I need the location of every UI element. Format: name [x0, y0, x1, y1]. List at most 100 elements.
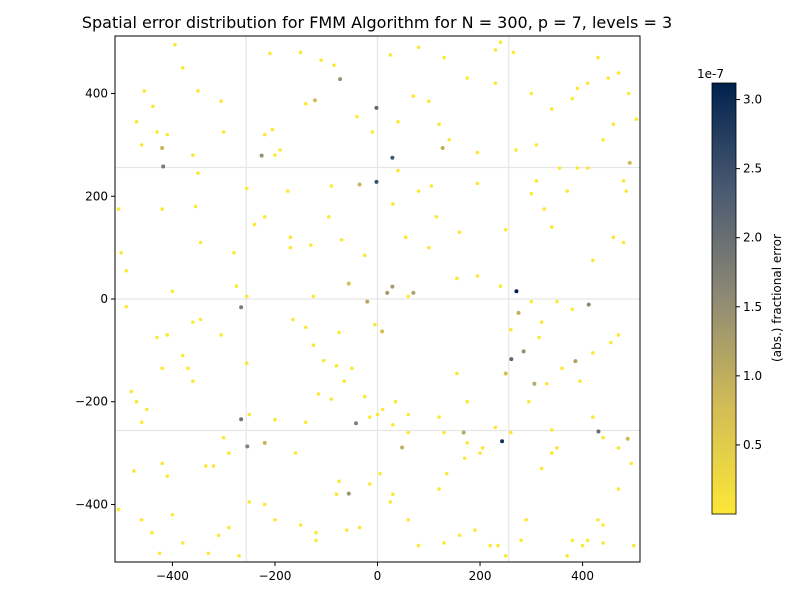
data-point	[338, 77, 343, 82]
data-point	[216, 533, 221, 538]
y-tick-label: −200	[75, 395, 108, 409]
data-point	[557, 166, 562, 170]
data-point	[560, 366, 564, 371]
data-point	[247, 412, 252, 417]
data-point	[186, 366, 190, 371]
data-point	[173, 42, 177, 47]
data-point	[629, 461, 634, 466]
data-point	[374, 105, 379, 110]
data-point	[511, 50, 516, 55]
data-point	[601, 137, 605, 142]
data-point	[298, 523, 303, 527]
data-point	[442, 541, 446, 545]
data-point	[196, 171, 200, 175]
data-point	[529, 299, 534, 304]
data-point	[608, 340, 613, 345]
data-point	[457, 533, 462, 538]
data-point	[498, 40, 503, 44]
data-point	[621, 240, 626, 245]
data-point	[591, 415, 595, 419]
data-point	[374, 179, 379, 184]
data-point	[396, 168, 400, 173]
data-point	[312, 98, 317, 103]
data-point	[565, 554, 569, 558]
data-point	[344, 528, 349, 532]
data-point	[262, 502, 267, 507]
data-point	[591, 351, 595, 355]
data-point	[496, 543, 500, 548]
data-point	[465, 76, 470, 80]
data-point	[337, 330, 341, 335]
colorbar-ticks: 0.5 1.0 1.5 2.0 2.5 3.0	[736, 93, 762, 452]
data-point	[627, 160, 632, 165]
data-point	[142, 89, 147, 93]
data-point	[624, 189, 628, 193]
data-point	[116, 207, 121, 211]
data-point	[334, 492, 339, 496]
data-point	[342, 379, 346, 383]
data-point	[534, 143, 539, 147]
data-point	[378, 471, 382, 476]
data-point	[206, 551, 211, 556]
data-point	[160, 207, 164, 211]
data-point	[219, 333, 223, 337]
data-point	[373, 322, 377, 327]
data-point	[375, 412, 380, 417]
data-point	[134, 399, 139, 404]
colorbar-tick-label: 1.5	[743, 300, 762, 314]
data-point	[319, 58, 323, 62]
data-point	[570, 96, 575, 101]
data-point	[273, 417, 277, 422]
data-point	[196, 89, 200, 93]
data-point	[573, 359, 578, 364]
data-point	[357, 525, 362, 530]
data-point	[539, 466, 544, 471]
data-point	[611, 122, 616, 127]
data-point	[221, 130, 226, 134]
data-point	[155, 335, 159, 340]
data-point	[355, 114, 359, 119]
data-point	[314, 530, 318, 535]
data-point	[193, 204, 198, 209]
data-point	[262, 132, 267, 137]
data-point	[542, 207, 546, 211]
data-point	[388, 500, 393, 504]
data-point	[475, 150, 480, 155]
data-point	[416, 189, 421, 193]
data-point	[139, 420, 144, 425]
data-point	[151, 104, 155, 109]
data-point	[473, 528, 477, 532]
data-point	[239, 305, 244, 310]
data-point	[198, 317, 203, 322]
y-tick-label: −400	[75, 497, 108, 511]
data-point	[144, 407, 149, 412]
data-point	[616, 71, 621, 75]
data-point	[580, 543, 585, 548]
data-point	[334, 363, 339, 368]
data-point	[329, 184, 334, 188]
data-point	[570, 307, 575, 312]
data-point	[426, 245, 431, 250]
data-point	[329, 397, 334, 401]
data-point	[270, 127, 275, 132]
data-point	[455, 371, 459, 376]
data-point	[601, 541, 605, 545]
data-point	[555, 299, 559, 304]
data-point	[245, 444, 250, 449]
data-point	[403, 235, 408, 240]
data-point	[503, 227, 508, 232]
data-point	[632, 543, 636, 548]
data-point	[326, 215, 331, 219]
data-point	[493, 48, 498, 52]
data-point	[285, 189, 290, 193]
data-point	[180, 541, 185, 545]
x-tick-label: 0	[374, 569, 382, 583]
data-point	[221, 435, 226, 440]
data-point	[332, 63, 336, 68]
data-point	[475, 181, 480, 186]
data-point	[198, 240, 203, 245]
data-point	[134, 119, 139, 124]
data-point	[509, 357, 514, 362]
data-point	[565, 189, 569, 193]
data-point	[211, 464, 216, 468]
